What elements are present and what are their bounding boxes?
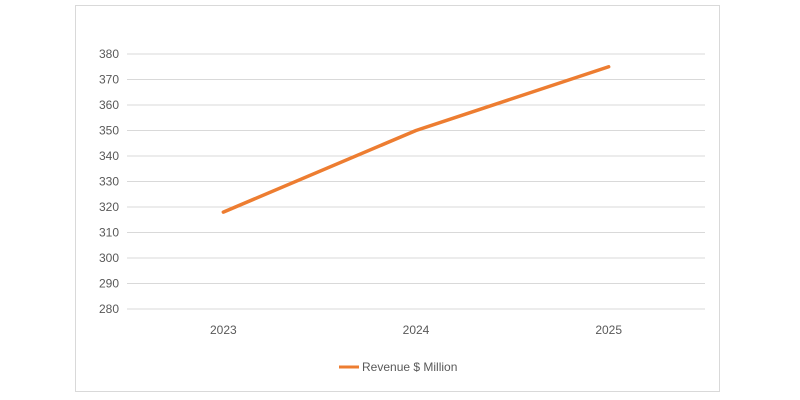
legend: Revenue $ Million <box>339 360 457 374</box>
x-tick-label: 2023 <box>210 323 237 337</box>
y-tick-label: 320 <box>99 200 119 214</box>
series-group <box>221 65 611 214</box>
y-tick-label: 310 <box>99 226 119 240</box>
y-tick-label: 350 <box>99 124 119 138</box>
y-tick-label: 340 <box>99 149 119 163</box>
series-line <box>221 65 611 214</box>
y-axis-tick-labels: 280 290 300 310 320 330 340 350 360 370 380 <box>99 47 119 316</box>
y-tick-label: 380 <box>99 47 119 61</box>
chart-area <box>75 5 720 392</box>
gridlines <box>127 53 705 310</box>
y-tick-label: 360 <box>99 98 119 112</box>
y-tick-label: 330 <box>99 175 119 189</box>
y-tick-label: 280 <box>99 302 119 316</box>
legend-label: Revenue $ Million <box>362 360 457 374</box>
y-tick-label: 290 <box>99 277 119 291</box>
x-tick-label: 2024 <box>403 323 430 337</box>
x-axis-tick-labels: 2023 2024 2025 <box>210 323 622 337</box>
y-tick-label: 370 <box>99 73 119 87</box>
y-tick-label: 300 <box>99 251 119 265</box>
x-tick-label: 2025 <box>595 323 622 337</box>
